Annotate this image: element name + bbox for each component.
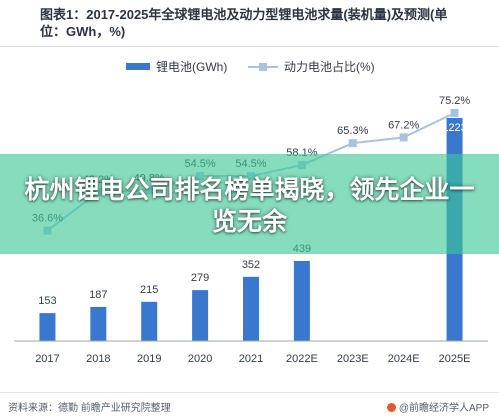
bar <box>192 290 209 341</box>
x-tick-label: 2022E <box>286 353 318 365</box>
footer-logo: @前瞻经济学人APP <box>386 399 489 414</box>
x-tick-label: 2025E <box>439 353 471 365</box>
bar <box>90 306 107 341</box>
legend-label-line: 动力电池占比(%) <box>284 59 375 74</box>
bar <box>293 260 310 341</box>
bar <box>141 301 158 341</box>
legend-label-bar: 锂电池(GWh) <box>156 59 227 74</box>
logo-icon <box>386 403 396 412</box>
line-point <box>399 133 408 142</box>
x-tick-label: 2020 <box>188 353 212 365</box>
title-bar: 图表1：2017-2025年全球锂电池及动力型锂电池求量(装机量)及预测(单 位… <box>0 0 499 47</box>
x-tick-label: 2021 <box>239 353 263 365</box>
x-tick-label: 2024E <box>388 353 420 365</box>
logo-text: @前瞻经济学人APP <box>398 403 489 414</box>
bar-data-label: 352 <box>242 259 260 271</box>
bar-data-label: 153 <box>38 295 56 307</box>
headline-banner <box>0 154 499 254</box>
x-axis: 2017 2018 2019 2020 2021 2022E 2023E 2024E 2025E <box>14 340 488 365</box>
line-point <box>348 139 357 148</box>
x-tick-label: 2018 <box>86 353 110 365</box>
x-tick-label: 2019 <box>137 353 161 365</box>
legend: 锂电池(GWh) 动力电池占比(%) <box>126 59 375 74</box>
footer: 资料来源：德勤 前瞻产业研究院整理 @前瞻经济学人APP <box>0 392 499 419</box>
x-tick-label: 2017 <box>35 353 59 365</box>
source-note: 资料来源：德勤 前瞻产业研究院整理 <box>8 403 171 414</box>
bar <box>243 276 259 341</box>
legend-marker-line <box>259 63 267 71</box>
line-data-label: 75.2% <box>439 95 470 107</box>
bar-data-label: 279 <box>191 272 209 284</box>
line-data-label: 65.3% <box>337 125 368 137</box>
bar-data-label: 1223 <box>442 122 466 134</box>
legend-swatch-bar <box>126 63 150 70</box>
bar-data-label: 187 <box>89 289 107 301</box>
line-data-label: 67.2% <box>388 119 419 131</box>
headline-text: 杭州锂电公司排名榜单揭晓，领先企业一览无余 <box>24 176 475 236</box>
chart-title: 图表1：2017-2025年全球锂电池及动力型锂电池求量(装机量)及预测(单 位… <box>40 7 448 39</box>
bar-data-label: 215 <box>140 284 158 296</box>
bar <box>39 313 56 341</box>
line-point <box>450 109 459 117</box>
x-tick-label: 2023E <box>337 353 369 365</box>
